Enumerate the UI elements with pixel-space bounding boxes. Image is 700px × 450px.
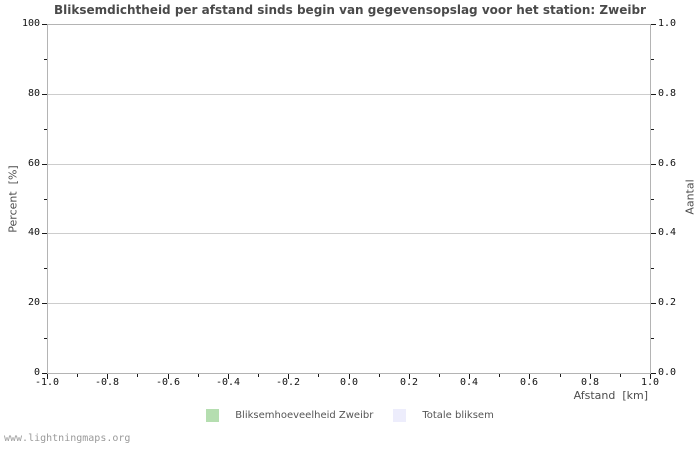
x-major-tick (47, 374, 48, 379)
y-right-tick-label: 0.0 (658, 367, 677, 378)
y-axis-label-right: Aantal (683, 179, 697, 215)
y-right-tick-label: 0.6 (658, 158, 677, 169)
x-major-tick (529, 374, 530, 379)
y-left-minor-tick (44, 268, 47, 269)
x-major-tick (288, 374, 289, 379)
y-right-tick-label: 0.8 (658, 88, 677, 99)
gridline (48, 233, 650, 234)
y-left-minor-tick (44, 199, 47, 200)
y-right-major-tick (651, 373, 656, 374)
x-minor-tick (560, 374, 561, 377)
x-tick-label: 0.4 (459, 377, 479, 388)
x-tick-label: 0.2 (399, 377, 419, 388)
x-axis-label: Afstand [km] (573, 389, 648, 402)
x-tick-label: 1.0 (640, 377, 660, 388)
x-tick-label: -1.0 (34, 377, 60, 388)
y-right-tick-label: 1.0 (658, 18, 677, 29)
y-right-major-tick (651, 303, 656, 304)
legend-item: Bliksemhoeveelheid Zweibr (206, 409, 373, 422)
y-right-tick-label: 0.4 (658, 227, 677, 238)
legend: Bliksemhoeveelheid Zweibr Totale bliksem (0, 409, 700, 422)
x-tick-label: 0.8 (580, 377, 600, 388)
x-minor-tick (77, 374, 78, 377)
y-left-major-tick (42, 373, 47, 374)
y-left-major-tick (42, 24, 47, 25)
y-right-major-tick (651, 24, 656, 25)
y-left-tick-label: 80 (27, 88, 40, 99)
x-minor-tick (499, 374, 500, 377)
x-minor-tick (620, 374, 621, 377)
x-minor-tick (258, 374, 259, 377)
x-tick-label: 0.6 (519, 377, 539, 388)
y-left-major-tick (42, 94, 47, 95)
y-left-minor-tick (44, 338, 47, 339)
x-minor-tick (198, 374, 199, 377)
watermark: www.lightningmaps.org (4, 433, 131, 444)
x-tick-label: -0.6 (155, 377, 181, 388)
x-minor-tick (379, 374, 380, 377)
y-axis-label-left: Percent [%] (6, 165, 20, 233)
y-left-minor-tick (44, 129, 47, 130)
x-minor-tick (318, 374, 319, 377)
plot-area (47, 24, 651, 374)
y-right-minor-tick (651, 338, 654, 339)
y-right-major-tick (651, 94, 656, 95)
y-left-tick-label: 100 (21, 18, 40, 29)
x-major-tick (107, 374, 108, 379)
x-major-tick (590, 374, 591, 379)
y-left-tick-label: 60 (27, 158, 40, 169)
x-major-tick (349, 374, 350, 379)
gridline (48, 164, 650, 165)
x-major-tick (469, 374, 470, 379)
legend-label: Bliksemhoeveelheid Zweibr (235, 410, 374, 421)
y-right-tick-label: 0.2 (658, 297, 677, 308)
legend-item: Totale bliksem (393, 409, 494, 422)
x-tick-label: -0.2 (275, 377, 301, 388)
y-right-minor-tick (651, 59, 654, 60)
x-major-tick (228, 374, 229, 379)
gridline (48, 94, 650, 95)
legend-label: Totale bliksem (422, 410, 494, 421)
y-left-tick-label: 0 (33, 367, 40, 378)
y-left-tick-label: 40 (27, 227, 40, 238)
x-tick-label: -0.8 (94, 377, 120, 388)
y-left-major-tick (42, 233, 47, 234)
gridline (48, 303, 650, 304)
chart-title: Bliksemdichtheid per afstand sinds begin… (54, 3, 646, 17)
x-tick-label: -0.4 (215, 377, 241, 388)
x-major-tick (650, 374, 651, 379)
legend-swatch (393, 409, 407, 422)
y-right-major-tick (651, 164, 656, 165)
y-right-minor-tick (651, 268, 654, 269)
y-left-tick-label: 20 (27, 297, 40, 308)
y-right-minor-tick (651, 129, 654, 130)
x-minor-tick (439, 374, 440, 377)
y-left-major-tick (42, 303, 47, 304)
y-left-minor-tick (44, 59, 47, 60)
x-major-tick (409, 374, 410, 379)
x-major-tick (168, 374, 169, 379)
x-tick-label: 0.0 (339, 377, 359, 388)
legend-swatch (206, 409, 220, 422)
y-right-minor-tick (651, 199, 654, 200)
y-right-major-tick (651, 233, 656, 234)
x-minor-tick (137, 374, 138, 377)
y-left-major-tick (42, 164, 47, 165)
